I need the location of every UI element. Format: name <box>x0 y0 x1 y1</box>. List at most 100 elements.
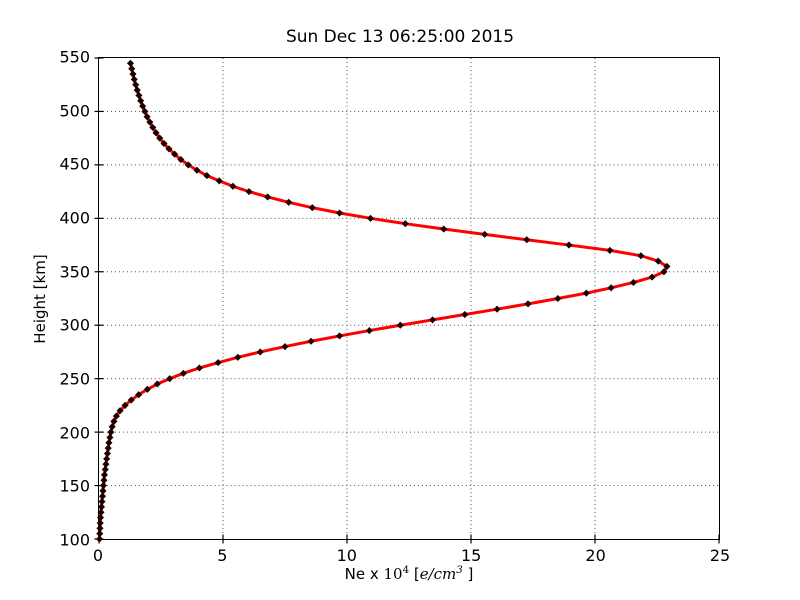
x-axis-label-prefix: Ne x <box>344 565 384 583</box>
data-point-marker <box>105 439 113 447</box>
data-point-marker <box>106 433 114 442</box>
data-point-marker <box>139 102 147 110</box>
data-point-marker <box>203 172 211 180</box>
data-point-marker <box>98 498 106 506</box>
data-point-marker <box>96 519 104 527</box>
data-point-marker <box>554 294 562 303</box>
y-axis-tick-label: 450 <box>59 154 90 174</box>
data-point-marker <box>135 391 143 399</box>
data-point-marker <box>215 177 223 185</box>
x-axis-label-base: 10 <box>383 565 403 583</box>
data-point-marker <box>308 204 316 212</box>
x-axis-units-denominator-exponent: 3 <box>456 565 463 576</box>
data-point-marker <box>184 161 192 169</box>
data-point-marker <box>110 417 118 425</box>
x-axis-tick-labels: 0 5 10 15 20 25 <box>93 546 730 572</box>
data-point-marker <box>440 225 448 233</box>
data-point-marker <box>524 300 532 308</box>
data-point-marker <box>229 182 237 190</box>
data-point-marker <box>637 252 645 260</box>
data-point-marker <box>95 535 104 543</box>
data-point-marker <box>195 364 203 372</box>
y-axis-tick-label: 250 <box>59 369 90 389</box>
data-series-layer <box>95 59 671 543</box>
data-point-marker <box>98 492 107 500</box>
data-point-marker <box>129 70 137 78</box>
x-axis-label: Ne x 104 [e/cm3 ] <box>98 565 720 583</box>
data-point-marker <box>103 449 111 458</box>
y-axis-tick-label: 550 <box>59 47 90 67</box>
data-point-marker <box>165 145 173 153</box>
data-point-marker <box>143 385 151 393</box>
y-axis-tick-label: 300 <box>59 315 90 335</box>
data-point-marker <box>121 401 129 409</box>
y-axis-tick-label: 200 <box>59 423 90 443</box>
data-point-marker <box>606 246 614 254</box>
data-point-marker <box>112 412 120 420</box>
data-point-marker <box>126 59 135 67</box>
chart-title: Sun Dec 13 06:25:00 2015 <box>285 27 515 47</box>
data-point-marker <box>365 327 373 335</box>
data-point-marker <box>245 188 253 196</box>
data-point-marker <box>663 262 671 270</box>
data-point-marker <box>285 198 293 206</box>
data-point-marker <box>429 316 437 324</box>
data-point-marker <box>396 321 404 329</box>
data-point-marker <box>146 118 154 126</box>
x-axis-tick-label: 20 <box>585 546 606 565</box>
data-point-marker <box>367 214 375 222</box>
data-point-marker <box>100 471 109 479</box>
data-point-marker <box>108 423 116 431</box>
data-point-marker <box>336 332 344 340</box>
data-point-marker <box>193 166 201 174</box>
data-point-marker <box>130 75 138 83</box>
x-axis-units-open: [ <box>409 565 420 583</box>
x-axis-tick-label: 25 <box>709 546 731 565</box>
data-point-marker <box>166 375 174 383</box>
data-point-marker <box>103 455 111 463</box>
data-markers <box>95 59 671 543</box>
y-axis-tick-label: 100 <box>59 530 90 550</box>
data-point-marker <box>336 209 344 217</box>
x-axis-tick-label: 15 <box>461 546 482 565</box>
data-point-marker <box>135 91 143 99</box>
y-axis-tick-label: 500 <box>59 101 90 121</box>
data-point-marker <box>99 482 108 490</box>
data-point-marker <box>107 428 115 436</box>
data-point-marker <box>96 524 104 532</box>
y-axis-tick-label: 350 <box>59 262 90 282</box>
data-point-marker <box>660 268 668 276</box>
grid-lines <box>94 57 720 544</box>
data-point-marker <box>582 289 590 297</box>
plot-area <box>94 57 720 544</box>
data-point-marker <box>307 337 315 345</box>
data-point-marker <box>132 81 140 89</box>
data-point-marker <box>99 487 107 495</box>
data-point-marker <box>127 396 135 404</box>
data-point-marker <box>104 444 112 452</box>
data-point-marker <box>137 97 145 105</box>
data-point-marker <box>100 476 108 484</box>
data-line <box>98 61 669 541</box>
x-axis-units-denominator: cm <box>433 565 457 583</box>
data-point-marker <box>654 257 662 265</box>
data-point-marker <box>96 514 105 522</box>
data-point-marker <box>152 129 160 137</box>
data-point-marker <box>565 241 573 249</box>
data-point-marker <box>264 193 272 201</box>
data-point-marker <box>160 139 168 148</box>
data-point-marker <box>171 150 179 158</box>
data-point-marker <box>523 236 531 244</box>
data-point-marker <box>96 530 104 538</box>
data-point-marker <box>179 369 187 377</box>
x-axis-units-slash: / <box>428 565 434 583</box>
y-axis-tick-label: 400 <box>59 208 90 228</box>
data-point-marker <box>177 155 185 164</box>
data-point-marker <box>116 407 124 415</box>
data-point-marker <box>128 65 136 73</box>
x-axis-tick-label: 0 <box>92 546 104 565</box>
data-point-marker <box>256 348 264 356</box>
y-axis-tick-labels: 100 150 200 250 300 350 400 450 500 550 <box>30 48 90 550</box>
data-point-marker <box>281 343 289 351</box>
